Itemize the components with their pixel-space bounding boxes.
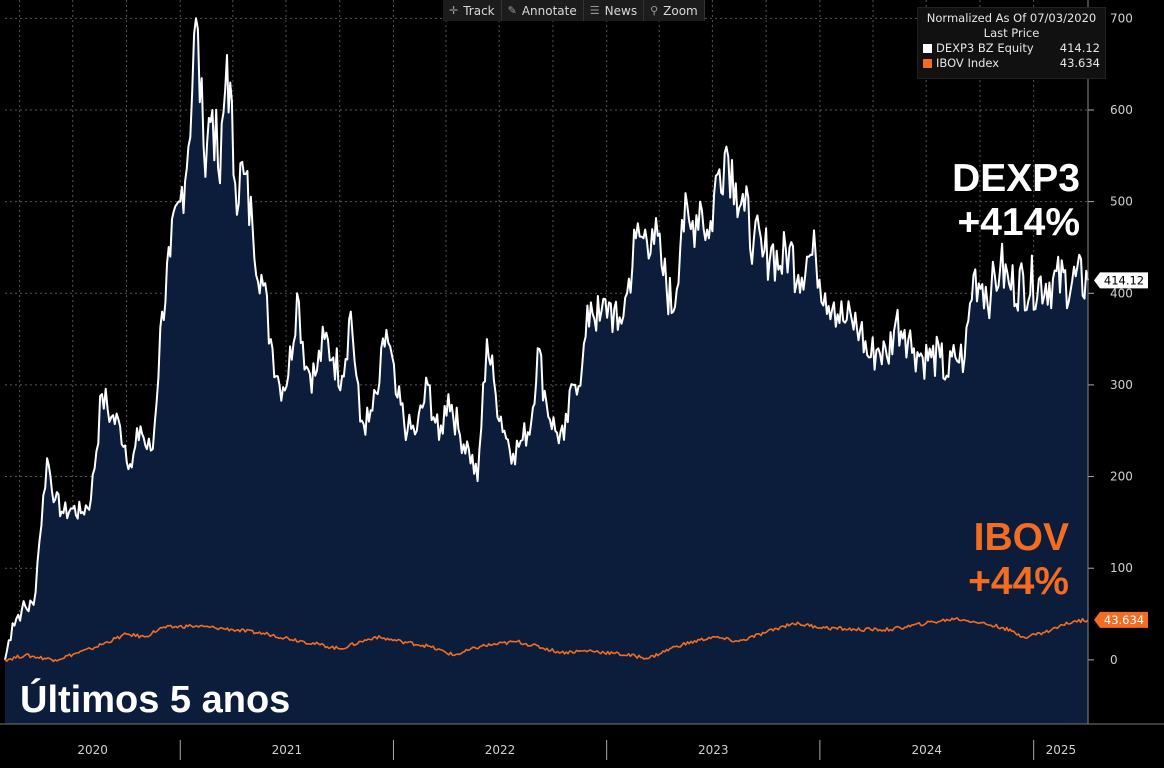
dexp3-change: +414% xyxy=(957,201,1080,244)
zoom-button[interactable]: ⚲ Zoom xyxy=(644,0,705,21)
magnifier-icon: ⚲ xyxy=(650,4,659,17)
ytick-label-400: 400 xyxy=(1110,286,1133,300)
zoom-label: Zoom xyxy=(663,3,698,18)
news-label: News xyxy=(604,3,638,18)
news-icon: ☰ xyxy=(589,4,600,17)
last-price-tag-text-ibov: 43.634 xyxy=(1104,613,1144,627)
chart-lines xyxy=(4,17,1089,663)
legend-row-ibov[interactable]: IBOV Index 43.634 xyxy=(923,56,1100,71)
ibov-name: IBOV xyxy=(973,516,1069,559)
line-dexp3 xyxy=(4,17,1089,661)
xtick-label-2023: 2023 xyxy=(698,743,729,757)
legend-name-ibov: IBOV Index xyxy=(936,56,1000,70)
x-axis: 2020 2021 2022 2023 2024 2025 xyxy=(0,723,1164,760)
ytick-label-600: 600 xyxy=(1110,103,1133,117)
news-button[interactable]: ☰ News xyxy=(584,0,645,21)
ibov-annotation: IBOV +44% xyxy=(968,516,1069,604)
xtick-label-2024: 2024 xyxy=(912,743,943,757)
last-price-tag-ibov: 43.634 xyxy=(1094,611,1148,628)
chart-toolbar: ✛ Track ✎ Annotate ☰ News ⚲ Zoom xyxy=(443,0,705,21)
line-ibov xyxy=(4,617,1089,663)
last-price-tag-dexp3: 414.12 xyxy=(1094,272,1148,289)
area-dexp3 xyxy=(5,18,1088,725)
ytick-label-100: 100 xyxy=(1110,561,1133,575)
dexp3-annotation: DEXP3 +414% xyxy=(952,157,1080,245)
legend-swatch-ibov xyxy=(923,59,932,68)
ytick-label-700: 700 xyxy=(1110,11,1133,25)
track-button[interactable]: ✛ Track xyxy=(443,0,502,21)
ytick-label-200: 200 xyxy=(1110,470,1133,484)
pencil-icon: ✎ xyxy=(507,4,517,17)
xtick-label-2022: 2022 xyxy=(485,743,516,757)
xtick-label-2020: 2020 xyxy=(77,743,108,757)
legend-value-ibov: 43.634 xyxy=(1059,56,1100,70)
legend-value-dexp3: 414.12 xyxy=(1059,41,1100,55)
ytick-label-500: 500 xyxy=(1110,195,1133,209)
legend-swatch-dexp3 xyxy=(923,44,932,53)
legend-box: Normalized As Of 07/03/2020 Last Price D… xyxy=(917,7,1106,79)
track-label: Track xyxy=(463,3,495,18)
last-price-tag-text-dexp3: 414.12 xyxy=(1104,273,1144,287)
last-price-labels: 414.12 43.634 xyxy=(1094,272,1148,628)
chart-areas xyxy=(5,18,1088,725)
xtick-label-2025: 2025 xyxy=(1046,743,1077,757)
ibov-change: +44% xyxy=(968,560,1069,603)
ytick-label-300: 300 xyxy=(1110,378,1133,392)
last-price-tag-shape-dexp3 xyxy=(1094,272,1148,289)
legend-name-dexp3: DEXP3 BZ Equity xyxy=(936,41,1034,55)
legend-field: Last Price xyxy=(983,26,1040,40)
period-label: Últimos 5 anos xyxy=(20,679,291,721)
legend-row-dexp3[interactable]: DEXP3 BZ Equity 414.12 xyxy=(923,41,1100,56)
last-price-tag-shape-ibov xyxy=(1094,611,1148,628)
crosshair-icon: ✛ xyxy=(449,4,459,17)
ytick-label-0: 0 xyxy=(1110,653,1118,667)
xtick-label-2021: 2021 xyxy=(272,743,303,757)
annotate-button[interactable]: ✎ Annotate xyxy=(502,0,584,21)
dexp3-name: DEXP3 xyxy=(952,157,1080,200)
annotate-label: Annotate xyxy=(521,3,577,18)
y-axis: 0 100 200 300 400 500 600 700 xyxy=(1087,0,1133,724)
legend-normalized-note: Normalized As Of 07/03/2020 xyxy=(926,11,1097,25)
